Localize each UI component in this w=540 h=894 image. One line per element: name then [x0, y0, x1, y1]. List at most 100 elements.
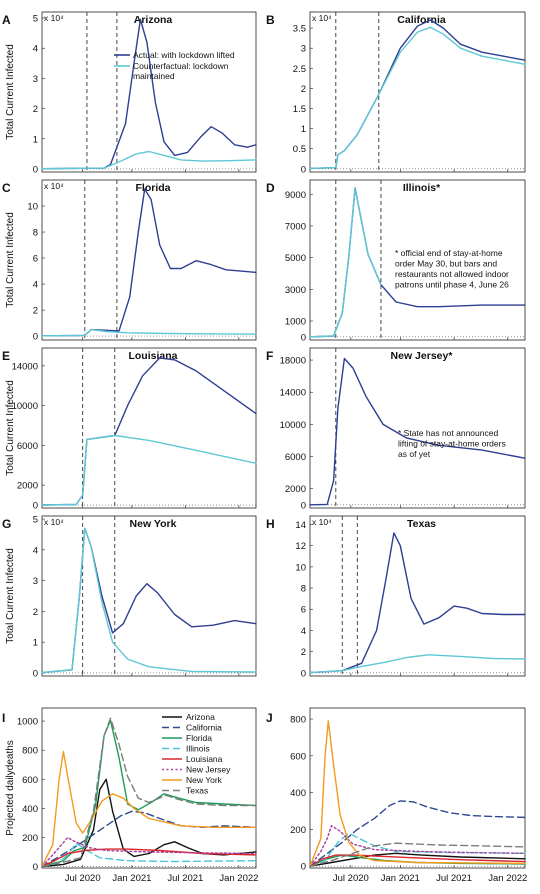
- panel-d: D 0 1000 3000 5000 7000 9000 Illinois* * officia…: [266, 179, 526, 343]
- panel-letter: F: [266, 349, 273, 363]
- y-tick-label: 400: [22, 804, 38, 815]
- series-line-texas: [41, 717, 257, 868]
- y-tick-label: 0: [33, 668, 38, 679]
- plot-frame: [309, 179, 526, 341]
- y-tick-label: 10000: [280, 420, 306, 431]
- annotation-text: patrons until phase 4, June 26: [395, 280, 509, 290]
- annotation-text: * State has not announced: [398, 428, 498, 438]
- panel-title: New York: [130, 518, 177, 530]
- axis-exponent: x 10⁴: [312, 517, 332, 527]
- y-tick-label: 10000: [12, 401, 38, 412]
- panel-f: F 0 2000 6000 10000 14000 18000 New Jersey* * St…: [266, 347, 526, 511]
- legend-label: Counterfactual: lockdown: [133, 61, 229, 71]
- legend-label: New Jersey: [186, 765, 231, 775]
- panel-title: Arizona: [134, 14, 173, 26]
- annotation-text: order May 30, but bars and: [395, 259, 497, 269]
- y-tick-label: 6: [301, 605, 306, 616]
- axis-exponent: x 10⁴: [44, 13, 64, 23]
- y-tick-label: 800: [22, 746, 38, 757]
- series-line-actual: [309, 532, 526, 674]
- x-tick-label: Jan 2022: [219, 873, 258, 884]
- y-tick-label: 5: [33, 515, 38, 526]
- y-tick-label: 6000: [285, 452, 306, 463]
- x-tick-label: Jul 2021: [167, 873, 203, 884]
- plot-frame: [41, 707, 257, 869]
- y-tick-label: 2000: [285, 484, 306, 495]
- panel-letter: H: [266, 517, 275, 531]
- y-tick-label: 4: [301, 626, 306, 637]
- series-line-california: [41, 810, 257, 868]
- y-tick-label: 9000: [285, 190, 306, 201]
- y-axis-label: Total Current Infected: [5, 380, 16, 476]
- annotation-text: * official end of stay-at-home: [395, 248, 503, 258]
- legend-label: New York: [186, 775, 223, 785]
- y-tick-label: 2: [33, 607, 38, 618]
- y-tick-label: 400: [290, 788, 306, 799]
- y-tick-label: 2: [301, 84, 306, 95]
- series-line-counterfactual: [309, 654, 526, 674]
- y-tick-label: 200: [290, 825, 306, 836]
- series-line-actual: [41, 188, 257, 337]
- plot-frame: [309, 11, 526, 173]
- y-tick-label: 4: [33, 44, 38, 55]
- panel-letter: A: [2, 13, 11, 27]
- series-line-actual: [41, 18, 257, 170]
- y-tick-label: 4: [33, 545, 38, 556]
- y-tick-label: 8: [301, 584, 306, 595]
- annotation-text: as of yet: [398, 449, 431, 459]
- x-tick-label: Jan 2021: [381, 873, 420, 884]
- plot-frame: [309, 515, 526, 677]
- panel-c: C 0 2 4 6 8 10 x 10⁴ Florida Total Current Infect…: [2, 179, 257, 343]
- y-tick-label: 14000: [12, 361, 38, 372]
- y-tick-label: 0: [301, 500, 306, 511]
- y-tick-label: 18000: [280, 356, 306, 367]
- x-tick-label: Jul 2020: [333, 873, 369, 884]
- y-tick-label: 14000: [280, 388, 306, 399]
- y-tick-label: 3: [301, 44, 306, 55]
- y-axis-label: Total Current Infected: [5, 212, 16, 308]
- y-tick-label: 0: [301, 332, 306, 343]
- y-tick-label: 1000: [17, 717, 38, 728]
- y-tick-label: 4: [33, 280, 38, 291]
- legend-label: maintained: [133, 71, 175, 81]
- y-tick-label: 1: [33, 638, 38, 649]
- series-line-florida: [41, 719, 257, 868]
- legend-label: Illinois: [186, 744, 210, 754]
- series-line-actual: [309, 357, 526, 506]
- y-tick-label: 14: [295, 520, 306, 531]
- panel-a: A 0 1 2 3 4 5 x 10⁴ Arizona Total Current Infecte…: [2, 11, 257, 175]
- legend-label: Arizona: [186, 712, 215, 722]
- axis-exponent: x 10⁴: [44, 181, 64, 191]
- legend-label: Louisiana: [186, 754, 223, 764]
- x-tick-label: Jan 2022: [488, 873, 527, 884]
- series-line-counterfactual: [41, 150, 257, 170]
- panel-e: E 0 2000 6000 10000 14000 Louisiana Total Curre…: [2, 347, 257, 512]
- legend-label: Florida: [186, 733, 212, 743]
- y-tick-label: 0: [301, 164, 306, 175]
- y-tick-label: 0: [33, 332, 38, 343]
- series-line-actual: [309, 19, 526, 170]
- y-tick-label: 7000: [285, 221, 306, 232]
- series-line-arizona: [41, 778, 257, 868]
- y-tick-label: 10: [295, 562, 306, 573]
- y-tick-label: 1: [301, 124, 306, 135]
- legend-label: Actual: with lockdown lifted: [133, 50, 235, 60]
- legend-label: California: [186, 723, 222, 733]
- plot-frame: [309, 707, 526, 869]
- y-axis-label: Total Current Infected: [5, 548, 16, 644]
- annotation-text: restaurants not allowed indoor: [395, 269, 509, 279]
- panel-h: H 0 2 4 6 8 10 12 14 x 10⁴ Texas: [266, 515, 526, 679]
- y-tick-label: 3: [33, 74, 38, 85]
- y-tick-label: 6: [33, 254, 38, 265]
- series-line-illinois: [309, 832, 526, 867]
- y-tick-label: 2: [33, 306, 38, 317]
- y-tick-label: 3000: [285, 285, 306, 296]
- y-tick-label: 0: [301, 862, 306, 873]
- y-axis-label: Projected dailydeaths: [5, 740, 16, 836]
- panel-j: J 0 200 400 600 800 Jul 2020 Jan 2021 Jul 2021 Ja…: [266, 707, 527, 884]
- y-tick-label: 1.5: [293, 104, 306, 115]
- series-line-new-york: [309, 720, 526, 867]
- x-tick-label: Jan 2021: [112, 873, 151, 884]
- panel-letter: E: [2, 349, 10, 363]
